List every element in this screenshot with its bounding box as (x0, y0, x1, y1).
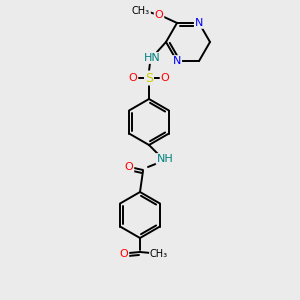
Text: O: O (120, 249, 128, 259)
Text: CH₃: CH₃ (150, 249, 168, 259)
Text: O: O (154, 10, 164, 20)
Text: N: N (173, 56, 181, 66)
Text: O: O (129, 73, 137, 83)
Text: O: O (124, 162, 134, 172)
Text: HN: HN (144, 53, 160, 63)
Text: NH: NH (157, 154, 173, 164)
Text: N: N (195, 18, 203, 28)
Text: O: O (160, 73, 169, 83)
Text: CH₃: CH₃ (132, 6, 150, 16)
Text: S: S (145, 71, 153, 85)
